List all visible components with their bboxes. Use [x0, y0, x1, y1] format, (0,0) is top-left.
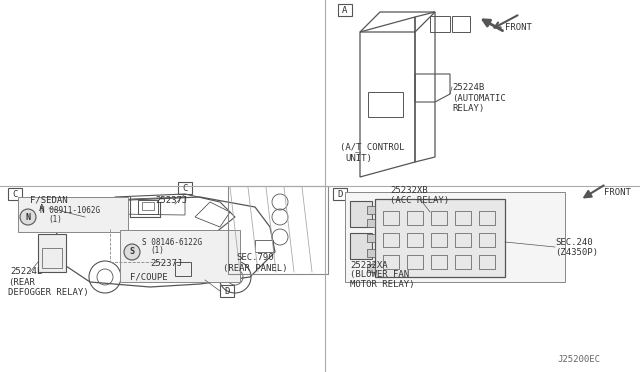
Text: MOTOR RELAY): MOTOR RELAY) [350, 279, 415, 289]
Bar [455, 211, 471, 225]
Text: FRONT: FRONT [604, 187, 631, 196]
Bar [383, 255, 399, 269]
Text: (REAR: (REAR [8, 279, 35, 288]
Text: 25237J: 25237J [150, 260, 182, 269]
Bar [178, 182, 192, 194]
Text: S 08146-6122G: S 08146-6122G [142, 237, 202, 247]
Text: (ACC RELAY): (ACC RELAY) [390, 196, 449, 205]
Bar [255, 240, 273, 252]
Bar [345, 192, 565, 282]
Text: (1): (1) [150, 247, 164, 256]
Bar [350, 201, 372, 227]
Text: (BLOWER FAN: (BLOWER FAN [350, 270, 409, 279]
Text: A: A [39, 203, 45, 212]
Text: RELAY): RELAY) [452, 103, 484, 112]
Text: (REAR PANEL): (REAR PANEL) [223, 263, 287, 273]
Bar [383, 233, 399, 247]
Bar [479, 233, 495, 247]
Text: FRONT: FRONT [505, 22, 532, 32]
Circle shape [20, 209, 36, 225]
Bar [367, 206, 375, 214]
Text: J25200EC: J25200EC [557, 356, 600, 365]
Bar [350, 233, 372, 259]
Bar [455, 255, 471, 269]
Bar [368, 92, 403, 117]
Bar [220, 285, 234, 297]
Circle shape [124, 244, 140, 260]
Text: D: D [337, 189, 342, 199]
Text: 25237J: 25237J [155, 196, 188, 205]
Bar [367, 234, 375, 242]
Text: C: C [182, 183, 188, 192]
Bar [42, 248, 62, 268]
Text: (Z4350P): (Z4350P) [555, 248, 598, 257]
Text: F/SEDAN: F/SEDAN [30, 196, 68, 205]
Text: SEC.240: SEC.240 [555, 237, 593, 247]
Bar [479, 255, 495, 269]
Bar [18, 197, 128, 232]
Bar [455, 233, 471, 247]
Bar [430, 16, 450, 32]
Text: A: A [342, 6, 348, 15]
Bar [175, 262, 191, 276]
Text: (1): (1) [48, 215, 62, 224]
Bar [338, 4, 352, 16]
Text: N: N [26, 212, 31, 221]
Text: (AUTOMATIC: (AUTOMATIC [452, 93, 506, 103]
Text: N 08911-1062G: N 08911-1062G [40, 205, 100, 215]
Bar [431, 255, 447, 269]
Text: C: C [12, 189, 18, 199]
Text: DEFOGGER RELAY): DEFOGGER RELAY) [8, 289, 88, 298]
Text: F/COUPE: F/COUPE [130, 273, 168, 282]
Text: (A/T CONTROL: (A/T CONTROL [340, 142, 404, 151]
Bar [35, 202, 49, 214]
Bar [375, 199, 505, 277]
Text: D: D [224, 286, 230, 295]
Bar [479, 211, 495, 225]
Bar [333, 188, 347, 200]
Text: 25224B: 25224B [452, 83, 484, 92]
Bar [407, 255, 423, 269]
Bar [367, 219, 375, 227]
Bar [8, 188, 22, 200]
Bar [228, 186, 328, 274]
Bar [138, 200, 158, 214]
Bar [142, 202, 154, 210]
Bar [452, 16, 470, 32]
Bar [407, 211, 423, 225]
Text: 25232XB: 25232XB [390, 186, 428, 195]
Text: SEC.790: SEC.790 [236, 253, 274, 262]
Bar [120, 230, 240, 282]
Bar [383, 211, 399, 225]
Bar [367, 264, 375, 272]
Text: S: S [129, 247, 134, 257]
Bar [431, 233, 447, 247]
Text: 25232XA: 25232XA [350, 262, 388, 270]
Bar [431, 211, 447, 225]
Bar [38, 234, 66, 272]
Bar [367, 249, 375, 257]
Text: 25224L: 25224L [10, 267, 42, 276]
Bar [407, 233, 423, 247]
Text: UNIT): UNIT) [345, 154, 372, 163]
